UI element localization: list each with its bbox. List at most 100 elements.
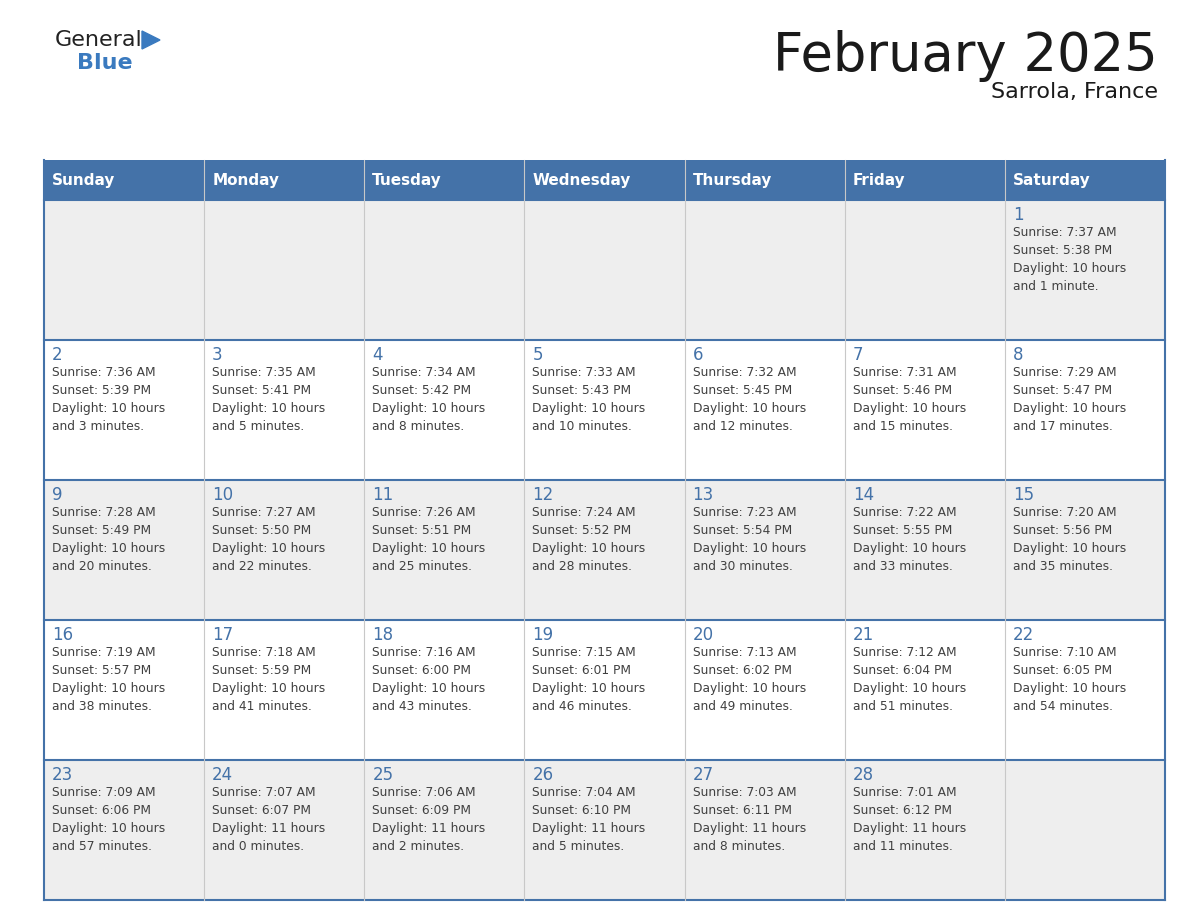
Text: and 12 minutes.: and 12 minutes.	[693, 420, 792, 433]
Text: Sunrise: 7:24 AM: Sunrise: 7:24 AM	[532, 506, 636, 519]
Text: Daylight: 10 hours: Daylight: 10 hours	[213, 402, 326, 415]
Text: Sunrise: 7:33 AM: Sunrise: 7:33 AM	[532, 366, 636, 379]
Text: Sunrise: 7:29 AM: Sunrise: 7:29 AM	[1013, 366, 1117, 379]
Bar	[845, 620, 1005, 760]
Text: Daylight: 10 hours: Daylight: 10 hours	[693, 682, 805, 695]
Text: and 57 minutes.: and 57 minutes.	[52, 840, 152, 853]
Bar	[684, 620, 845, 760]
Text: and 20 minutes.: and 20 minutes.	[52, 560, 152, 573]
Text: Daylight: 10 hours: Daylight: 10 hours	[372, 402, 486, 415]
Text: Thursday: Thursday	[693, 173, 772, 187]
Text: 19: 19	[532, 626, 554, 644]
Text: Daylight: 10 hours: Daylight: 10 hours	[372, 682, 486, 695]
Text: Sunset: 5:52 PM: Sunset: 5:52 PM	[532, 524, 632, 537]
Text: Sunrise: 7:22 AM: Sunrise: 7:22 AM	[853, 506, 956, 519]
Text: Sunset: 5:42 PM: Sunset: 5:42 PM	[372, 384, 472, 397]
Text: 17: 17	[213, 626, 233, 644]
Bar	[524, 760, 684, 900]
Text: Sunset: 6:11 PM: Sunset: 6:11 PM	[693, 804, 791, 817]
Text: General: General	[55, 30, 143, 50]
Text: 9: 9	[52, 486, 63, 504]
Text: and 25 minutes.: and 25 minutes.	[372, 560, 473, 573]
Bar	[524, 480, 684, 620]
Text: 13: 13	[693, 486, 714, 504]
Text: and 43 minutes.: and 43 minutes.	[372, 700, 472, 713]
Text: Daylight: 11 hours: Daylight: 11 hours	[213, 822, 326, 835]
Text: Sunset: 6:00 PM: Sunset: 6:00 PM	[372, 664, 472, 677]
Bar	[1005, 760, 1165, 900]
Text: and 8 minutes.: and 8 minutes.	[372, 420, 465, 433]
Text: and 11 minutes.: and 11 minutes.	[853, 840, 953, 853]
Text: Daylight: 10 hours: Daylight: 10 hours	[1013, 682, 1126, 695]
Text: Sunset: 6:05 PM: Sunset: 6:05 PM	[1013, 664, 1112, 677]
Text: Daylight: 10 hours: Daylight: 10 hours	[853, 402, 966, 415]
Text: Sunset: 6:09 PM: Sunset: 6:09 PM	[372, 804, 472, 817]
Bar	[845, 160, 1005, 200]
Text: Blue: Blue	[77, 53, 133, 73]
Bar	[204, 340, 365, 480]
Text: and 17 minutes.: and 17 minutes.	[1013, 420, 1113, 433]
Text: Sunrise: 7:10 AM: Sunrise: 7:10 AM	[1013, 646, 1117, 659]
Bar	[684, 480, 845, 620]
Text: Sunrise: 7:32 AM: Sunrise: 7:32 AM	[693, 366, 796, 379]
Text: 26: 26	[532, 766, 554, 784]
Text: and 2 minutes.: and 2 minutes.	[372, 840, 465, 853]
Text: and 33 minutes.: and 33 minutes.	[853, 560, 953, 573]
Text: and 10 minutes.: and 10 minutes.	[532, 420, 632, 433]
Text: and 49 minutes.: and 49 minutes.	[693, 700, 792, 713]
Text: Sunrise: 7:23 AM: Sunrise: 7:23 AM	[693, 506, 796, 519]
Text: and 28 minutes.: and 28 minutes.	[532, 560, 632, 573]
Text: Daylight: 11 hours: Daylight: 11 hours	[372, 822, 486, 835]
Text: 2: 2	[52, 346, 63, 364]
Text: Sunrise: 7:07 AM: Sunrise: 7:07 AM	[213, 786, 316, 799]
Text: 23: 23	[52, 766, 74, 784]
Text: Sunset: 6:02 PM: Sunset: 6:02 PM	[693, 664, 791, 677]
Text: Sunset: 5:57 PM: Sunset: 5:57 PM	[52, 664, 151, 677]
Text: Sunset: 5:39 PM: Sunset: 5:39 PM	[52, 384, 151, 397]
Text: Tuesday: Tuesday	[372, 173, 442, 187]
Text: Daylight: 10 hours: Daylight: 10 hours	[372, 542, 486, 555]
Text: and 1 minute.: and 1 minute.	[1013, 280, 1099, 293]
Bar	[365, 160, 524, 200]
Text: Sunset: 5:50 PM: Sunset: 5:50 PM	[213, 524, 311, 537]
Bar	[365, 200, 524, 340]
Text: Sunrise: 7:15 AM: Sunrise: 7:15 AM	[532, 646, 637, 659]
Text: February 2025: February 2025	[773, 30, 1158, 82]
Text: Sunrise: 7:35 AM: Sunrise: 7:35 AM	[213, 366, 316, 379]
Text: Sunset: 5:51 PM: Sunset: 5:51 PM	[372, 524, 472, 537]
Bar	[845, 340, 1005, 480]
Text: and 5 minutes.: and 5 minutes.	[213, 420, 304, 433]
Text: Sarrola, France: Sarrola, France	[991, 82, 1158, 102]
Text: and 46 minutes.: and 46 minutes.	[532, 700, 632, 713]
Text: and 15 minutes.: and 15 minutes.	[853, 420, 953, 433]
Text: Sunset: 5:47 PM: Sunset: 5:47 PM	[1013, 384, 1112, 397]
Text: 16: 16	[52, 626, 74, 644]
Text: Sunset: 5:49 PM: Sunset: 5:49 PM	[52, 524, 151, 537]
Text: Sunrise: 7:09 AM: Sunrise: 7:09 AM	[52, 786, 156, 799]
Bar	[365, 480, 524, 620]
Text: Daylight: 10 hours: Daylight: 10 hours	[213, 542, 326, 555]
Bar	[684, 200, 845, 340]
Text: Daylight: 10 hours: Daylight: 10 hours	[853, 682, 966, 695]
Text: Sunrise: 7:06 AM: Sunrise: 7:06 AM	[372, 786, 476, 799]
Text: Friday: Friday	[853, 173, 905, 187]
Bar	[44, 620, 204, 760]
Text: 14: 14	[853, 486, 874, 504]
Bar	[204, 200, 365, 340]
Bar	[1005, 200, 1165, 340]
Text: Sunset: 5:55 PM: Sunset: 5:55 PM	[853, 524, 952, 537]
Bar	[684, 340, 845, 480]
Text: and 8 minutes.: and 8 minutes.	[693, 840, 785, 853]
Text: 4: 4	[372, 346, 383, 364]
Text: Daylight: 10 hours: Daylight: 10 hours	[52, 402, 165, 415]
Bar	[204, 760, 365, 900]
Text: Sunrise: 7:27 AM: Sunrise: 7:27 AM	[213, 506, 316, 519]
Text: Daylight: 10 hours: Daylight: 10 hours	[52, 542, 165, 555]
Text: Sunrise: 7:12 AM: Sunrise: 7:12 AM	[853, 646, 956, 659]
Bar	[524, 340, 684, 480]
Text: Monday: Monday	[213, 173, 279, 187]
Bar	[684, 160, 845, 200]
Text: Sunset: 5:41 PM: Sunset: 5:41 PM	[213, 384, 311, 397]
Text: 18: 18	[372, 626, 393, 644]
Text: Sunset: 5:38 PM: Sunset: 5:38 PM	[1013, 244, 1112, 257]
